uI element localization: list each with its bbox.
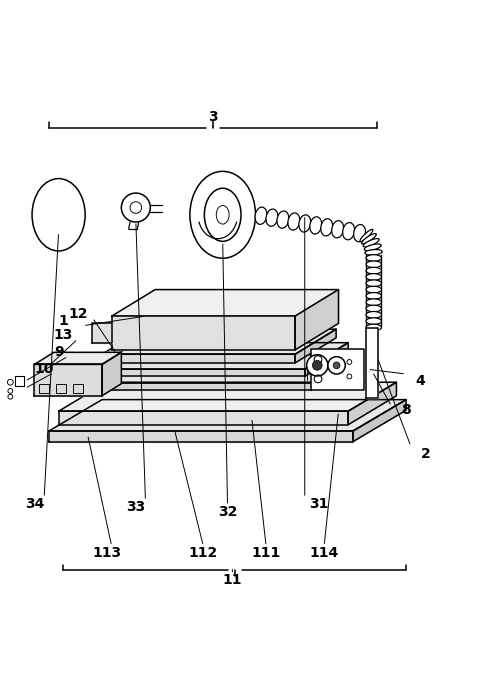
Ellipse shape — [255, 207, 267, 224]
Ellipse shape — [299, 215, 311, 232]
Text: 4: 4 — [416, 375, 425, 389]
Text: 3: 3 — [208, 110, 218, 124]
Text: 34: 34 — [25, 498, 44, 512]
Polygon shape — [305, 343, 348, 377]
Text: 111: 111 — [252, 546, 281, 559]
Polygon shape — [92, 323, 112, 343]
Ellipse shape — [366, 280, 381, 286]
Ellipse shape — [307, 354, 328, 376]
Polygon shape — [92, 369, 305, 377]
Ellipse shape — [363, 238, 379, 247]
Text: 113: 113 — [92, 546, 121, 559]
Ellipse shape — [277, 211, 289, 228]
Ellipse shape — [204, 188, 241, 241]
Polygon shape — [112, 316, 295, 350]
Text: 114: 114 — [309, 546, 339, 559]
Text: 11: 11 — [223, 573, 242, 587]
Ellipse shape — [190, 172, 256, 259]
Ellipse shape — [121, 193, 151, 222]
Text: 1: 1 — [59, 314, 68, 328]
Ellipse shape — [354, 224, 365, 242]
Ellipse shape — [332, 220, 344, 238]
Polygon shape — [348, 382, 396, 425]
Ellipse shape — [313, 361, 322, 370]
Polygon shape — [49, 431, 353, 441]
Ellipse shape — [362, 234, 376, 244]
Ellipse shape — [288, 213, 300, 230]
Text: 33: 33 — [126, 500, 146, 514]
Polygon shape — [92, 343, 348, 369]
Text: 10: 10 — [34, 362, 54, 376]
Polygon shape — [83, 354, 360, 383]
Polygon shape — [366, 328, 378, 398]
Ellipse shape — [310, 217, 322, 234]
Ellipse shape — [32, 179, 85, 251]
Ellipse shape — [365, 250, 382, 255]
Text: 2: 2 — [421, 447, 430, 461]
Polygon shape — [49, 400, 406, 431]
Ellipse shape — [366, 268, 381, 274]
Ellipse shape — [366, 293, 381, 299]
Text: 9: 9 — [54, 345, 63, 359]
Ellipse shape — [366, 261, 381, 268]
Polygon shape — [34, 352, 121, 364]
Polygon shape — [112, 290, 338, 316]
Ellipse shape — [343, 222, 355, 240]
Polygon shape — [102, 329, 336, 354]
Polygon shape — [34, 364, 102, 395]
Ellipse shape — [266, 209, 278, 227]
Ellipse shape — [321, 219, 333, 236]
Polygon shape — [353, 400, 406, 441]
Polygon shape — [102, 354, 295, 363]
Ellipse shape — [366, 311, 381, 318]
Polygon shape — [83, 383, 315, 390]
Text: 12: 12 — [68, 306, 88, 320]
Polygon shape — [59, 411, 348, 425]
Ellipse shape — [366, 324, 381, 331]
Ellipse shape — [366, 305, 381, 312]
Ellipse shape — [366, 318, 381, 325]
Polygon shape — [59, 382, 396, 411]
Polygon shape — [102, 352, 121, 395]
Ellipse shape — [360, 229, 373, 242]
Text: 8: 8 — [401, 403, 411, 417]
Ellipse shape — [366, 274, 381, 280]
Polygon shape — [295, 329, 336, 363]
Polygon shape — [315, 354, 360, 390]
Ellipse shape — [328, 357, 345, 374]
Text: 112: 112 — [189, 546, 218, 559]
Text: 31: 31 — [310, 498, 329, 512]
Ellipse shape — [366, 254, 381, 261]
Polygon shape — [295, 290, 338, 350]
Ellipse shape — [333, 362, 340, 369]
Ellipse shape — [366, 286, 381, 293]
Polygon shape — [311, 349, 364, 390]
Text: 13: 13 — [54, 329, 73, 343]
Text: 32: 32 — [218, 505, 237, 518]
Ellipse shape — [364, 244, 381, 251]
Ellipse shape — [366, 299, 381, 306]
